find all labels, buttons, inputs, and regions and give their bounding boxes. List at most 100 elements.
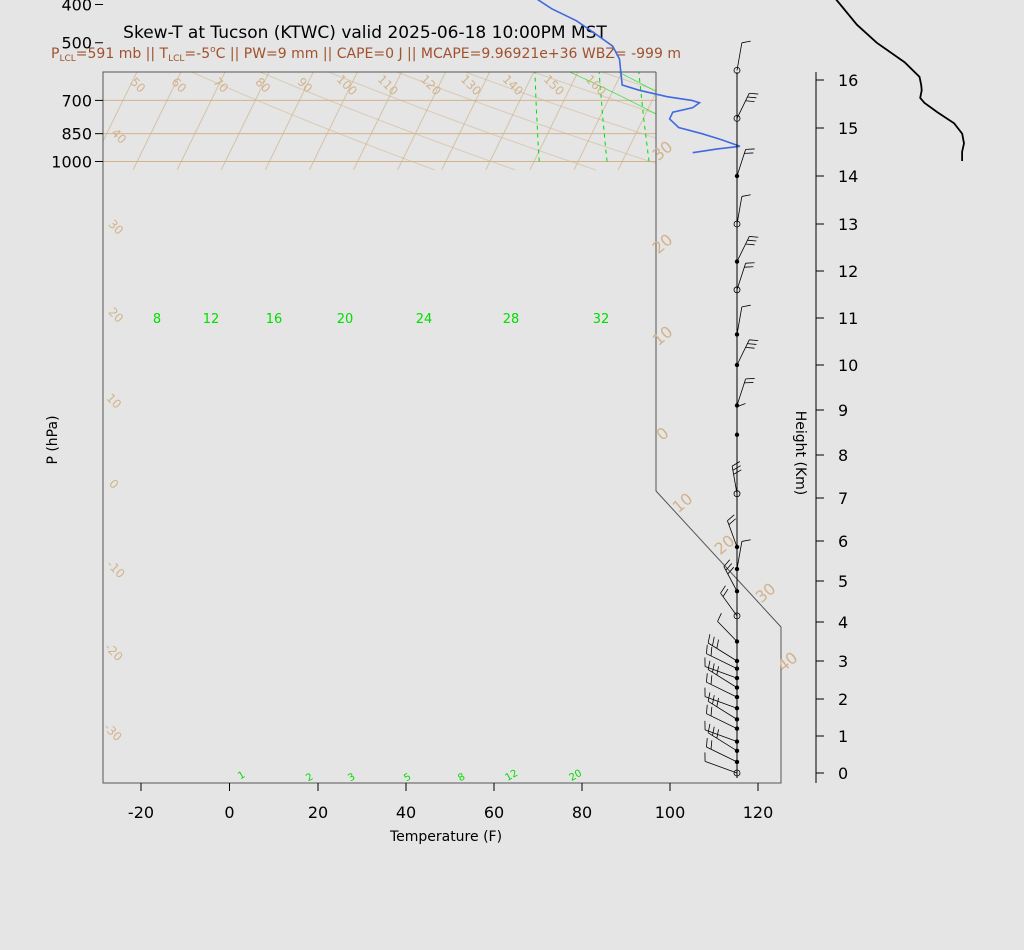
dry-adiabat-line xyxy=(743,72,781,171)
mixing-ratio-line xyxy=(632,72,650,162)
wind-barb-flag xyxy=(707,692,711,702)
x-tick-label: -20 xyxy=(128,803,154,822)
wind-barb-flag xyxy=(717,613,722,622)
x-tick-label: 80 xyxy=(572,803,592,822)
wind-barb-shaft xyxy=(706,713,738,729)
isotherm-line xyxy=(176,72,384,171)
mixing-ratio-label: 12 xyxy=(503,768,520,784)
wind-barb-flag xyxy=(706,644,708,654)
dry-adiabat-line xyxy=(703,72,781,171)
wind-barb-flag xyxy=(723,559,731,567)
isotherm-label: 130 xyxy=(458,72,484,98)
wind-barb-shaft xyxy=(720,592,738,617)
p-tick-label: 1000 xyxy=(51,153,92,172)
height-tick-label: 16 xyxy=(838,71,858,90)
mixing-ratio-label: 1 xyxy=(236,769,247,782)
height-tick-label: 0 xyxy=(838,764,848,783)
wind-barb-shaft xyxy=(704,666,738,679)
height-tick-label: 15 xyxy=(838,119,858,138)
wind-barb-shaft xyxy=(704,760,738,774)
mixing-ratio-line xyxy=(533,72,540,162)
isotherm-line xyxy=(1015,0,1024,170)
wind-barb-flag xyxy=(741,539,751,542)
height-tick-label: 6 xyxy=(838,532,848,551)
temperature-profile xyxy=(835,0,965,161)
dry-adiabat-line xyxy=(584,72,781,171)
wind-barb-dot xyxy=(734,259,740,264)
wind-barb-flag xyxy=(741,40,751,44)
isotherm-label: 80 xyxy=(252,75,273,96)
wind-barb-shaft xyxy=(727,520,738,548)
x-tick-label: 100 xyxy=(655,803,686,822)
isotherm-label: 70 xyxy=(210,75,231,96)
wind-barb-flag xyxy=(728,518,736,525)
height-tick-label: 11 xyxy=(838,309,858,328)
mixing-ratio-label: 8 xyxy=(456,771,467,784)
wind-barb-flag xyxy=(725,563,733,571)
wind-barb-flag xyxy=(706,673,708,683)
isotherm-line xyxy=(573,72,781,171)
height-tick-label: 7 xyxy=(838,489,848,508)
wind-barb-flag xyxy=(727,566,735,575)
wind-barb-flag xyxy=(712,663,715,673)
mixing-ratio-line xyxy=(594,72,608,162)
mixing-ratio-label: 3 xyxy=(346,771,357,784)
height-tick-label: 1 xyxy=(838,727,848,746)
height-tick-label: 8 xyxy=(838,446,848,465)
dry-adiabat-line xyxy=(103,72,596,171)
moist-adiabat-label: 12 xyxy=(203,312,220,327)
dry-adiabat-label: 10 xyxy=(669,489,697,517)
dry-adiabat-line xyxy=(544,72,781,171)
wind-barb-dot xyxy=(733,612,741,620)
wind-barb-flag xyxy=(747,343,757,345)
wind-barb-shaft xyxy=(706,746,738,763)
y-axis-label: P (hPa) xyxy=(45,415,61,464)
isotherm-label: 10 xyxy=(103,391,124,412)
wind-barbs xyxy=(704,40,759,778)
p-tick-label: 700 xyxy=(61,91,92,110)
height-tick-label: 9 xyxy=(838,401,848,420)
wind-barb-shaft xyxy=(723,566,738,592)
mixing-ratio-line xyxy=(775,72,781,162)
x-axis-label: Temperature (F) xyxy=(389,829,502,845)
profiles xyxy=(536,0,965,161)
wind-barb-shaft xyxy=(736,306,743,335)
moist-adiabat-label: 32 xyxy=(593,312,610,327)
isotherm-label: 40 xyxy=(108,126,129,147)
wind-barb-flag xyxy=(731,461,741,467)
p-tick-label: 850 xyxy=(61,125,92,144)
isotherm-label: 30 xyxy=(105,217,126,238)
p-tick-label: 500 xyxy=(61,34,92,53)
isotherm-label: 60 xyxy=(168,75,189,96)
isotherm-line xyxy=(485,72,693,171)
dry-adiabat-label: 40 xyxy=(774,648,802,676)
x-tick-label: 20 xyxy=(308,803,328,822)
isotherm-line xyxy=(353,72,561,171)
moist-adiabat-label: 24 xyxy=(416,312,433,327)
dry-adiabat-line xyxy=(103,72,516,171)
moist-adiabat-label: 16 xyxy=(266,312,283,327)
isotherm-line xyxy=(617,72,781,171)
wind-barb-flag xyxy=(741,194,751,197)
wind-barb-flag xyxy=(749,92,759,95)
wind-barb-shaft xyxy=(707,669,738,688)
wind-barb-shaft xyxy=(736,196,743,225)
wind-barb-dot xyxy=(733,67,741,74)
wind-barb-flag xyxy=(712,636,715,646)
isotherm-label: -20 xyxy=(102,640,126,664)
wind-barb-shaft xyxy=(717,621,738,642)
wind-barb-flag xyxy=(732,465,741,471)
wind-barb-dot xyxy=(733,286,741,294)
x-tick-label: 0 xyxy=(224,803,234,822)
isotherm-line xyxy=(839,0,1024,170)
isotherm-line xyxy=(103,72,120,171)
wind-barb-flag xyxy=(745,243,755,246)
isotherm-line xyxy=(795,0,1001,170)
wind-barb-shaft xyxy=(736,378,747,406)
wind-barb-shaft xyxy=(707,732,738,752)
wind-barb-dot xyxy=(733,220,741,228)
wind-barb-shaft xyxy=(736,149,747,177)
isotherm-line xyxy=(132,72,340,171)
moist-adiabat-label: 28 xyxy=(503,312,520,327)
x-axis-ticks: -20 0 20 40 60 80 100 120 xyxy=(128,783,773,822)
